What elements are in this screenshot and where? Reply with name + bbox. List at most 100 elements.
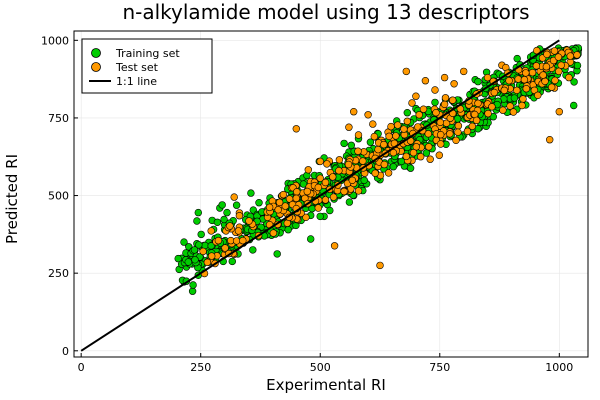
test-point xyxy=(292,194,300,203)
test-point xyxy=(513,86,521,95)
test-point xyxy=(403,117,411,126)
test-point xyxy=(235,212,244,220)
training-point xyxy=(316,212,324,221)
y-tick-label: 750 xyxy=(48,112,69,125)
test-point xyxy=(208,252,216,260)
test-point xyxy=(323,160,331,168)
test-point xyxy=(207,227,215,235)
test-point xyxy=(425,143,433,151)
test-point xyxy=(452,136,460,145)
test-point xyxy=(483,73,492,82)
test-point xyxy=(409,149,418,157)
y-tick-label: 500 xyxy=(48,190,69,203)
reference-line-layer xyxy=(80,39,560,352)
test-point xyxy=(316,174,324,182)
test-point xyxy=(545,136,554,144)
training-point xyxy=(184,258,193,266)
test-point xyxy=(269,229,278,237)
y-axis-label: Predicted RI xyxy=(3,154,21,244)
test-point xyxy=(500,86,508,95)
test-point xyxy=(230,193,238,201)
test-point xyxy=(335,167,343,175)
training-point xyxy=(218,201,226,209)
test-point xyxy=(436,118,444,127)
test-point xyxy=(274,206,282,214)
training-point xyxy=(223,208,231,217)
legend-line-label: 1:1 line xyxy=(116,75,157,88)
training-point xyxy=(431,98,439,107)
test-point xyxy=(421,76,430,85)
x-tick-label: 750 xyxy=(429,361,450,374)
test-point xyxy=(522,69,530,77)
test-point xyxy=(520,75,529,84)
test-point xyxy=(414,123,422,131)
training-point xyxy=(347,141,355,150)
legend-box xyxy=(81,38,213,94)
training-point xyxy=(194,208,203,217)
test-point xyxy=(275,198,284,207)
test-point xyxy=(303,187,311,196)
test-point xyxy=(431,86,439,94)
test-point xyxy=(203,258,212,266)
test-point xyxy=(555,67,563,76)
test-point xyxy=(499,106,507,114)
test-point xyxy=(385,132,393,141)
training-point xyxy=(180,238,188,246)
one-to-one-line xyxy=(80,39,560,352)
test-point xyxy=(329,173,337,181)
test-point xyxy=(412,143,420,151)
test-point xyxy=(415,111,423,119)
test-point xyxy=(490,88,498,97)
test-point xyxy=(449,96,457,104)
test-point xyxy=(528,68,537,77)
y-tick-label: 250 xyxy=(48,267,69,280)
training-point xyxy=(191,256,199,264)
test-point xyxy=(408,99,416,107)
test-point xyxy=(369,120,377,128)
training-point xyxy=(255,199,263,207)
training-point xyxy=(474,77,482,86)
test-point xyxy=(446,130,454,138)
test-point xyxy=(488,103,496,111)
test-point xyxy=(505,76,513,85)
training-point xyxy=(570,78,578,86)
test-point xyxy=(380,140,388,149)
test-point xyxy=(214,236,223,245)
y-tick-label: 0 xyxy=(62,345,69,358)
test-point xyxy=(565,73,573,82)
test-point xyxy=(359,157,367,165)
test-point xyxy=(374,145,382,154)
legend-test-marker xyxy=(91,62,101,72)
legend-training-label: Training set xyxy=(115,47,180,60)
test-point xyxy=(573,51,581,59)
training-point xyxy=(195,241,203,249)
training-point xyxy=(345,198,354,206)
training-point xyxy=(284,226,292,234)
test-point xyxy=(364,111,372,119)
test-point xyxy=(432,108,440,117)
test-point xyxy=(460,67,468,76)
test-point xyxy=(281,202,289,210)
test-point xyxy=(543,50,551,58)
training-point xyxy=(360,176,368,185)
test-point xyxy=(239,236,247,245)
test-point xyxy=(506,102,514,110)
test-point xyxy=(199,247,207,256)
training-point xyxy=(389,163,398,171)
test-point xyxy=(376,261,384,270)
test-point xyxy=(392,132,400,140)
training-point xyxy=(193,217,201,225)
training-point xyxy=(189,281,197,289)
test-point xyxy=(335,156,344,164)
chart-title: n-alkylamide model using 13 descriptors xyxy=(122,0,529,24)
test-point xyxy=(371,169,379,177)
training-point xyxy=(513,54,521,63)
test-point xyxy=(468,122,476,131)
test-point xyxy=(424,130,432,138)
training-point xyxy=(232,201,241,209)
test-point xyxy=(472,116,481,125)
test-point xyxy=(450,80,458,88)
test-point xyxy=(412,92,420,100)
test-point xyxy=(555,107,563,116)
training-point xyxy=(569,101,578,110)
